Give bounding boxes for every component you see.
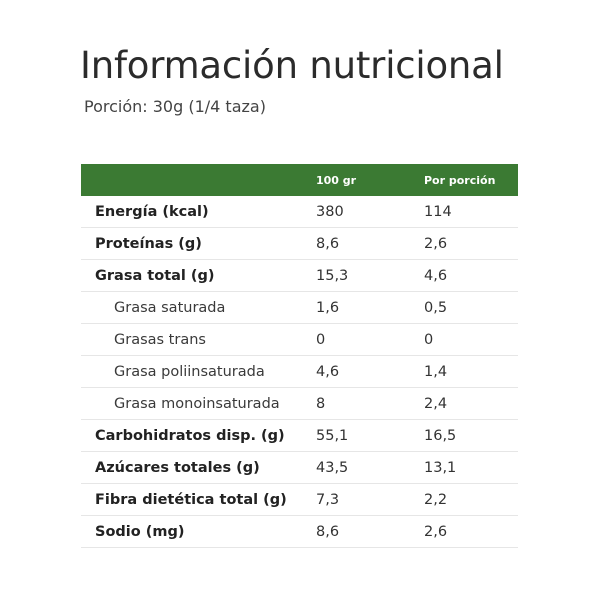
table-row: Sodio (mg) 8,6 2,6 [81,516,518,548]
nutrient-label: Proteínas (g) [95,235,202,252]
value-per-100g: 1,6 [316,299,340,316]
portion-subtitle: Porción: 30g (1/4 taza) [84,97,266,116]
value-per-100g: 8,6 [316,523,340,540]
nutrient-label: Grasas trans [114,331,206,348]
table-body: Energía (kcal) 380 114 Proteínas (g) 8,6 2,6 G… [81,196,518,548]
nutrient-label: Fibra dietética total (g) [95,491,287,508]
nutrient-label: Sodio (mg) [95,523,185,540]
value-per-portion: 2,6 [424,235,448,252]
header-per-100g: 100 gr [316,173,357,187]
value-per-portion: 0,5 [424,299,448,316]
value-per-100g: 4,6 [316,363,340,380]
table-row: Carbohidratos disp. (g) 55,1 16,5 [81,420,518,452]
nutrient-label: Grasa total (g) [95,267,215,284]
nutrient-label: Carbohidratos disp. (g) [95,427,285,444]
value-per-portion: 16,5 [424,427,457,444]
value-per-100g: 15,3 [316,267,349,284]
table-row: Grasa total (g) 15,3 4,6 [81,260,518,292]
value-per-100g: 8,6 [316,235,340,252]
value-per-100g: 0 [316,331,326,348]
table-row: Proteínas (g) 8,6 2,6 [81,228,518,260]
value-per-portion: 4,6 [424,267,448,284]
table-row: Grasas trans 0 0 [81,324,518,356]
value-per-portion: 2,2 [424,491,448,508]
nutrient-label: Azúcares totales (g) [95,459,260,476]
header-per-portion: Por porción [424,173,496,187]
value-per-100g: 380 [316,203,344,220]
value-per-portion: 1,4 [424,363,448,380]
nutrient-label: Energía (kcal) [95,203,209,220]
nutrition-table: 100 gr Por porción Energía (kcal) 380 114 P… [81,164,518,548]
value-per-portion: 2,6 [424,523,448,540]
table-header: 100 gr Por porción [81,164,518,196]
table-row: Azúcares totales (g) 43,5 13,1 [81,452,518,484]
value-per-portion: 0 [424,331,434,348]
value-per-100g: 8 [316,395,326,412]
nutrient-label: Grasa saturada [114,299,226,316]
value-per-portion: 13,1 [424,459,457,476]
table-row: Grasa monoinsaturada 8 2,4 [81,388,518,420]
table-row: Grasa poliinsaturada 4,6 1,4 [81,356,518,388]
nutrient-label: Grasa monoinsaturada [114,395,280,412]
page-title: Información nutricional [80,44,504,87]
table-row: Grasa saturada 1,6 0,5 [81,292,518,324]
value-per-100g: 7,3 [316,491,340,508]
value-per-portion: 2,4 [424,395,448,412]
table-row: Energía (kcal) 380 114 [81,196,518,228]
nutrient-label: Grasa poliinsaturada [114,363,265,380]
value-per-portion: 114 [424,203,452,220]
value-per-100g: 43,5 [316,459,349,476]
value-per-100g: 55,1 [316,427,349,444]
table-row: Fibra dietética total (g) 7,3 2,2 [81,484,518,516]
